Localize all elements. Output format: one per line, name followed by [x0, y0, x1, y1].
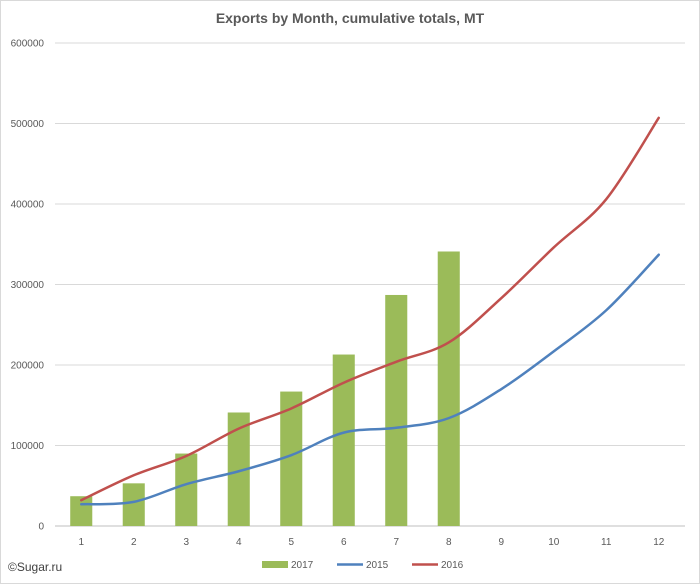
x-tick-label: 4	[236, 537, 242, 548]
line-2015	[80, 253, 660, 506]
x-tick-label: 6	[341, 537, 347, 548]
x-tick-label: 3	[183, 537, 189, 548]
y-tick-label: 0	[38, 522, 44, 533]
x-tick-label: 7	[393, 537, 399, 548]
legend-label-2015: 2015	[366, 560, 389, 571]
gridlines	[55, 42, 685, 527]
y-tick-label: 200000	[11, 361, 45, 372]
bar-2017-5	[280, 391, 303, 526]
y-tick-label: 100000	[11, 441, 45, 452]
legend-swatch-2017	[262, 561, 288, 568]
legend: 2017 2015 2016	[262, 560, 464, 571]
x-tick-label: 1	[78, 537, 84, 548]
bar-2017-2	[122, 483, 145, 526]
x-tick-label: 2	[131, 537, 137, 548]
x-tick-label: 10	[548, 537, 560, 548]
bars-2017	[70, 251, 460, 526]
x-tick-label: 5	[288, 537, 294, 548]
y-tick-labels: 0 100000 200000 300000 400000 500000 600000	[11, 39, 45, 533]
legend-label-2017: 2017	[291, 560, 314, 571]
copyright-text: ©Sugar.ru	[8, 560, 63, 574]
x-tick-label: 9	[498, 537, 504, 548]
bar-2017-3	[175, 453, 198, 526]
y-tick-label: 500000	[11, 119, 45, 130]
y-tick-label: 600000	[11, 39, 45, 50]
y-tick-label: 300000	[11, 280, 45, 291]
lines	[80, 116, 660, 506]
legend-label-2016: 2016	[441, 560, 464, 571]
bar-2017-6	[332, 354, 355, 526]
chart-title: Exports by Month, cumulative totals, MT	[215, 10, 485, 26]
x-tick-label: 8	[446, 537, 452, 548]
x-tick-label: 11	[601, 537, 612, 548]
x-tick-label: 12	[653, 537, 665, 548]
y-tick-label: 400000	[11, 200, 45, 211]
x-tick-labels: 1 2 3 4 5 6 7 8 9 10 11 12	[78, 537, 664, 548]
bar-2017-4	[227, 412, 250, 526]
bar-2017-7	[385, 294, 408, 526]
line-2016	[80, 116, 660, 502]
bar-2017-8	[437, 251, 460, 526]
